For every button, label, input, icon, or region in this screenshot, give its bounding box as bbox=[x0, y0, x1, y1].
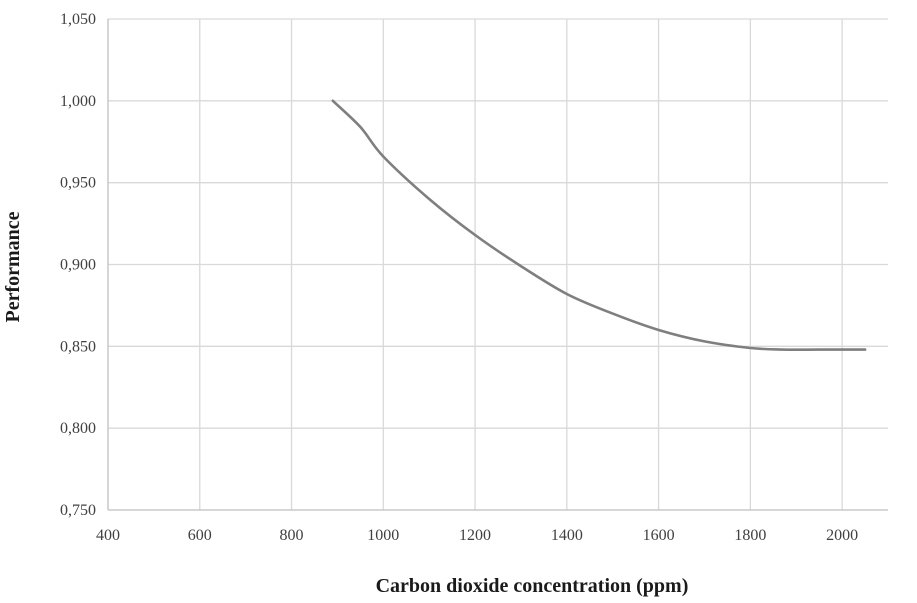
x-axis-tick-labels: 400 600 800 1000 1200 1400 1600 1800 2000 bbox=[96, 527, 858, 544]
x-tick-label: 400 bbox=[96, 527, 120, 544]
x-axis-title: Carbon dioxide concentration (ppm) bbox=[376, 575, 689, 597]
x-tick-label: 1200 bbox=[459, 527, 491, 544]
x-tick-label: 600 bbox=[188, 527, 212, 544]
y-tick-label: 1,000 bbox=[60, 93, 96, 110]
x-tick-label: 1800 bbox=[734, 527, 766, 544]
x-tick-label: 2000 bbox=[826, 527, 858, 544]
performance-series-line bbox=[331, 99, 867, 352]
axes bbox=[107, 19, 888, 511]
y-axis-title: Performance bbox=[2, 211, 24, 322]
y-tick-label: 1,050 bbox=[60, 11, 96, 28]
y-tick-label: 0,950 bbox=[60, 175, 96, 192]
y-axis-tick-labels: 0,750 0,800 0,850 0,900 0,950 1,000 1,050 bbox=[60, 11, 96, 519]
y-tick-label: 0,750 bbox=[60, 502, 96, 519]
x-tick-label: 1400 bbox=[551, 527, 583, 544]
y-tick-label: 0,800 bbox=[60, 420, 96, 437]
x-tick-label: 800 bbox=[280, 527, 304, 544]
y-tick-label: 0,900 bbox=[60, 257, 96, 274]
x-tick-label: 1000 bbox=[367, 527, 399, 544]
gridlines bbox=[108, 18, 888, 510]
series-layer bbox=[331, 99, 867, 352]
x-tick-label: 1600 bbox=[643, 527, 675, 544]
y-tick-label: 0,850 bbox=[60, 338, 96, 355]
